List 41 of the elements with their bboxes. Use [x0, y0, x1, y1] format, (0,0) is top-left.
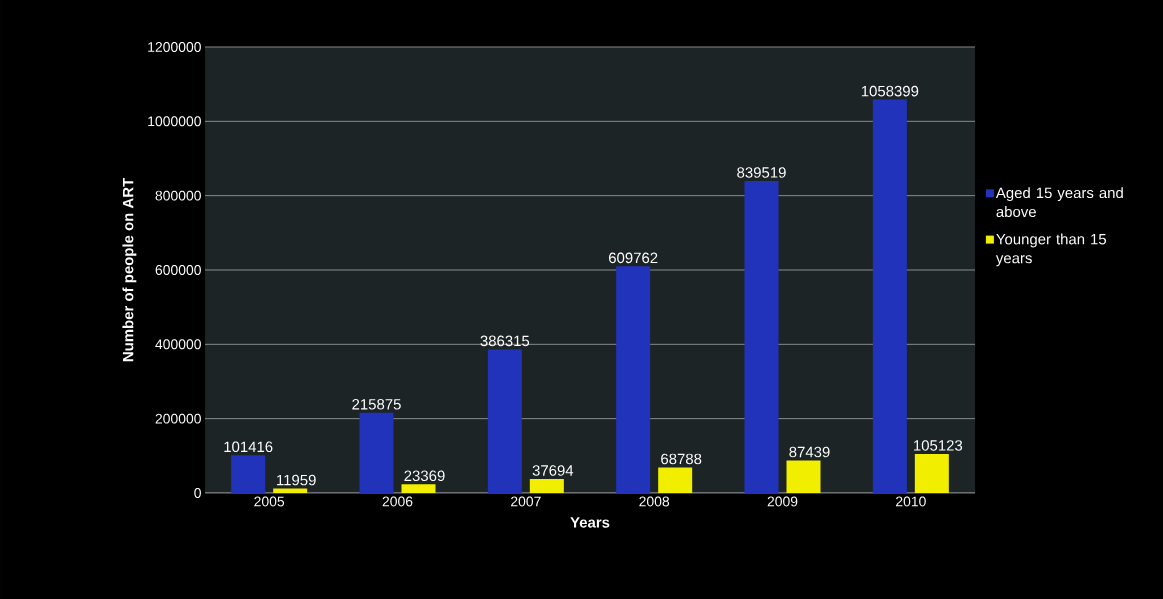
y-axis-title: Number of people on ART	[122, 178, 137, 362]
bar	[658, 467, 693, 493]
y-tick-label: 1000000	[148, 116, 201, 127]
x-tick-label: 2006	[382, 496, 413, 507]
y-tick-label: 1200000	[148, 42, 201, 52]
bar	[273, 488, 308, 493]
y-tick-label: 0	[194, 488, 201, 498]
bar	[744, 180, 779, 493]
x-tick-label: 2005	[254, 496, 285, 507]
data-label: 11959	[277, 474, 316, 486]
data-label: 68788	[661, 453, 702, 465]
bar	[616, 266, 651, 493]
legend-label: Aged 15 years and above	[995, 187, 1123, 218]
bar	[231, 455, 266, 493]
y-tick-label: 600000	[155, 265, 201, 275]
y-tick-label: 800000	[155, 190, 201, 201]
x-tick-label: 2008	[639, 496, 670, 507]
x-axis-title: Years	[570, 517, 610, 528]
data-label: 609762	[609, 252, 658, 264]
data-label: 23369	[404, 470, 445, 482]
y-tick-label: 400000	[155, 339, 201, 350]
data-label: 839519	[737, 167, 786, 178]
data-label: 105123	[914, 440, 963, 451]
x-tick-label: 2009	[767, 496, 798, 507]
bar	[487, 349, 522, 493]
data-label: 37694	[532, 465, 574, 476]
data-label: 87439	[789, 446, 830, 458]
x-tick-label: 2010	[896, 496, 926, 507]
y-tick-label: 200000	[155, 413, 201, 424]
legend-label: Younger than 15 years	[995, 233, 1107, 267]
data-label: 386315	[480, 335, 530, 347]
bar	[786, 460, 821, 493]
data-label: 1058399	[861, 85, 919, 97]
bar	[914, 453, 949, 493]
data-label: 101416	[224, 441, 273, 453]
x-tick-label: 2007	[511, 496, 541, 507]
bar	[529, 478, 564, 493]
bar	[872, 99, 907, 493]
bar	[401, 484, 436, 493]
bar	[359, 412, 394, 493]
data-label: 215875	[352, 398, 401, 410]
